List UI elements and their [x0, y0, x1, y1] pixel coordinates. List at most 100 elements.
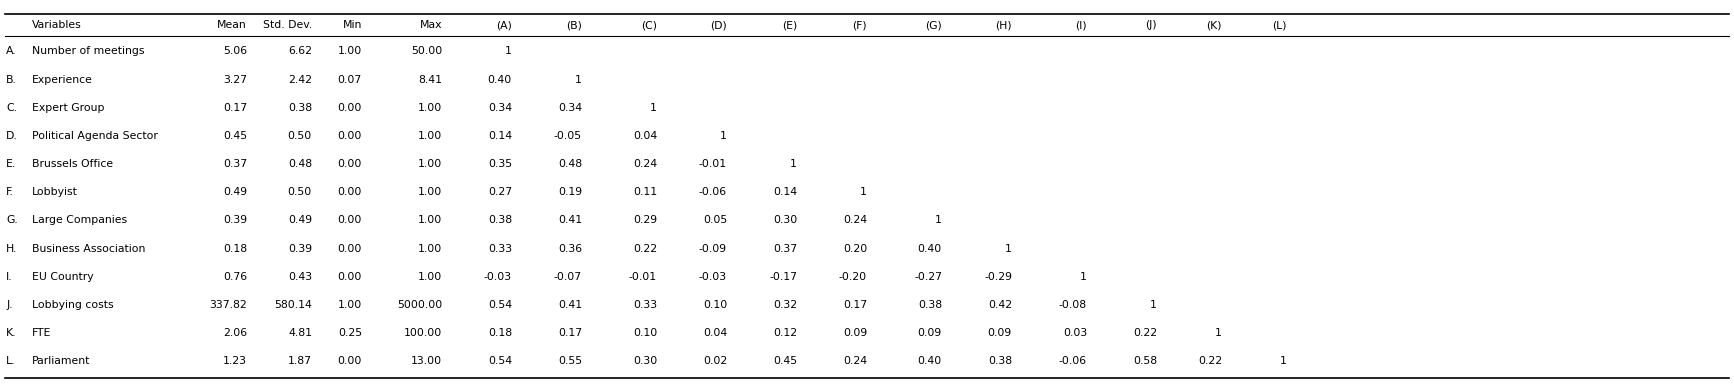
Text: 0.00: 0.00 [338, 131, 362, 141]
Text: 3.27: 3.27 [224, 74, 246, 85]
Text: 0.09: 0.09 [843, 328, 867, 338]
Text: (B): (B) [565, 20, 583, 30]
Text: 0.34: 0.34 [487, 103, 512, 113]
Text: (H): (H) [995, 20, 1013, 30]
Text: 0.76: 0.76 [224, 272, 246, 282]
Text: 0.27: 0.27 [487, 187, 512, 197]
Text: 1: 1 [935, 215, 942, 225]
Text: (G): (G) [926, 20, 942, 30]
Text: 0.00: 0.00 [338, 103, 362, 113]
Text: Expert Group: Expert Group [31, 103, 104, 113]
Text: 0.14: 0.14 [773, 187, 798, 197]
Text: I.: I. [5, 272, 12, 282]
Text: 1.00: 1.00 [418, 187, 442, 197]
Text: 8.41: 8.41 [418, 74, 442, 85]
Text: Political Agenda Sector: Political Agenda Sector [31, 131, 158, 141]
Text: 0.14: 0.14 [487, 131, 512, 141]
Text: 4.81: 4.81 [288, 328, 312, 338]
Text: 0.10: 0.10 [633, 328, 657, 338]
Text: F.: F. [5, 187, 14, 197]
Text: 0.25: 0.25 [338, 328, 362, 338]
Text: 0.41: 0.41 [558, 300, 583, 310]
Text: 0.03: 0.03 [1063, 328, 1087, 338]
Text: 0.50: 0.50 [288, 131, 312, 141]
Text: 1: 1 [576, 74, 583, 85]
Text: 0.07: 0.07 [338, 74, 362, 85]
Text: 1.00: 1.00 [418, 103, 442, 113]
Text: 0.49: 0.49 [288, 215, 312, 225]
Text: E.: E. [5, 159, 16, 169]
Text: 0.33: 0.33 [487, 244, 512, 254]
Text: K.: K. [5, 328, 17, 338]
Text: 0.10: 0.10 [702, 300, 727, 310]
Text: -0.17: -0.17 [768, 272, 798, 282]
Text: 0.54: 0.54 [487, 356, 512, 366]
Text: 1.23: 1.23 [224, 356, 246, 366]
Text: 0.38: 0.38 [917, 300, 942, 310]
Text: 0.24: 0.24 [843, 215, 867, 225]
Text: 0.04: 0.04 [702, 328, 727, 338]
Text: C.: C. [5, 103, 17, 113]
Text: 1.00: 1.00 [418, 244, 442, 254]
Text: 6.62: 6.62 [288, 46, 312, 56]
Text: -0.06: -0.06 [699, 187, 727, 197]
Text: 0.18: 0.18 [487, 328, 512, 338]
Text: Large Companies: Large Companies [31, 215, 127, 225]
Text: 0.42: 0.42 [988, 300, 1013, 310]
Text: 0.55: 0.55 [558, 356, 583, 366]
Text: -0.08: -0.08 [1059, 300, 1087, 310]
Text: 1.00: 1.00 [418, 215, 442, 225]
Text: (F): (F) [853, 20, 867, 30]
Text: (K): (K) [1207, 20, 1222, 30]
Text: (I): (I) [1075, 20, 1087, 30]
Text: 100.00: 100.00 [404, 328, 442, 338]
Text: 0.33: 0.33 [633, 300, 657, 310]
Text: 1: 1 [860, 187, 867, 197]
Text: -0.05: -0.05 [553, 131, 583, 141]
Text: J.: J. [5, 300, 12, 310]
Text: 0.45: 0.45 [224, 131, 246, 141]
Text: (L): (L) [1273, 20, 1287, 30]
Text: 0.38: 0.38 [288, 103, 312, 113]
Text: 0.17: 0.17 [224, 103, 246, 113]
Text: 0.54: 0.54 [487, 300, 512, 310]
Text: 0.40: 0.40 [917, 356, 942, 366]
Text: 0.24: 0.24 [633, 159, 657, 169]
Text: 2.06: 2.06 [224, 328, 246, 338]
Text: Std. Dev.: Std. Dev. [264, 20, 312, 30]
Text: 1.00: 1.00 [338, 300, 362, 310]
Text: 0.00: 0.00 [338, 272, 362, 282]
Text: 1: 1 [1150, 300, 1157, 310]
Text: 0.00: 0.00 [338, 244, 362, 254]
Text: 0.39: 0.39 [288, 244, 312, 254]
Text: 1: 1 [1280, 356, 1287, 366]
Text: Parliament: Parliament [31, 356, 90, 366]
Text: -0.06: -0.06 [1059, 356, 1087, 366]
Text: 1.87: 1.87 [288, 356, 312, 366]
Text: Lobbyist: Lobbyist [31, 187, 78, 197]
Text: Mean: Mean [217, 20, 246, 30]
Text: 0.38: 0.38 [487, 215, 512, 225]
Text: -0.29: -0.29 [983, 272, 1013, 282]
Text: -0.03: -0.03 [484, 272, 512, 282]
Text: 0.37: 0.37 [224, 159, 246, 169]
Text: 1: 1 [720, 131, 727, 141]
Text: 0.04: 0.04 [633, 131, 657, 141]
Text: -0.27: -0.27 [914, 272, 942, 282]
Text: -0.01: -0.01 [629, 272, 657, 282]
Text: 1.00: 1.00 [338, 46, 362, 56]
Text: 5.06: 5.06 [224, 46, 246, 56]
Text: 0.19: 0.19 [558, 187, 583, 197]
Text: Variables: Variables [31, 20, 81, 30]
Text: Experience: Experience [31, 74, 94, 85]
Text: (J): (J) [1146, 20, 1157, 30]
Text: 0.24: 0.24 [843, 356, 867, 366]
Text: 580.14: 580.14 [274, 300, 312, 310]
Text: Lobbying costs: Lobbying costs [31, 300, 114, 310]
Text: -0.01: -0.01 [699, 159, 727, 169]
Text: H.: H. [5, 244, 17, 254]
Text: 1: 1 [1216, 328, 1222, 338]
Text: Brussels Office: Brussels Office [31, 159, 113, 169]
Text: -0.07: -0.07 [553, 272, 583, 282]
Text: 0.32: 0.32 [773, 300, 798, 310]
